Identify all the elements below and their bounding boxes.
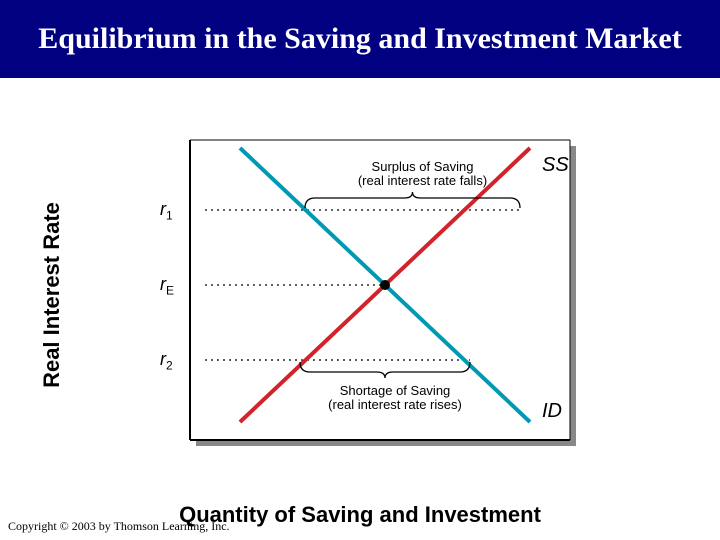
slide-title: Equilibrium in the Saving and Investment… xyxy=(38,23,681,55)
chart-container: Real Interest Rate r1 rE r2 SS ID Surplu… xyxy=(100,130,620,460)
surplus-line1: Surplus of Saving xyxy=(372,159,474,174)
ytick-rE: rE xyxy=(160,274,174,298)
surplus-line2: (real interest rate falls) xyxy=(358,173,487,188)
shortage-line2: (real interest rate rises) xyxy=(328,397,462,412)
shortage-line1: Shortage of Saving xyxy=(340,383,451,398)
slide: Equilibrium in the Saving and Investment… xyxy=(0,0,720,540)
y-axis-label: Real Interest Rate xyxy=(39,202,65,388)
copyright-footer: Copyright © 2003 by Thomson Learning, In… xyxy=(8,519,230,534)
supply-label: SS xyxy=(542,154,569,177)
ytick-r2: r2 xyxy=(160,349,173,373)
demand-label: ID xyxy=(542,400,562,423)
ytick-r1: r1 xyxy=(160,199,173,223)
shortage-annotation: Shortage of Saving (real interest rate r… xyxy=(300,384,490,413)
surplus-annotation: Surplus of Saving (real interest rate fa… xyxy=(328,160,518,189)
title-band: Equilibrium in the Saving and Investment… xyxy=(0,0,720,78)
